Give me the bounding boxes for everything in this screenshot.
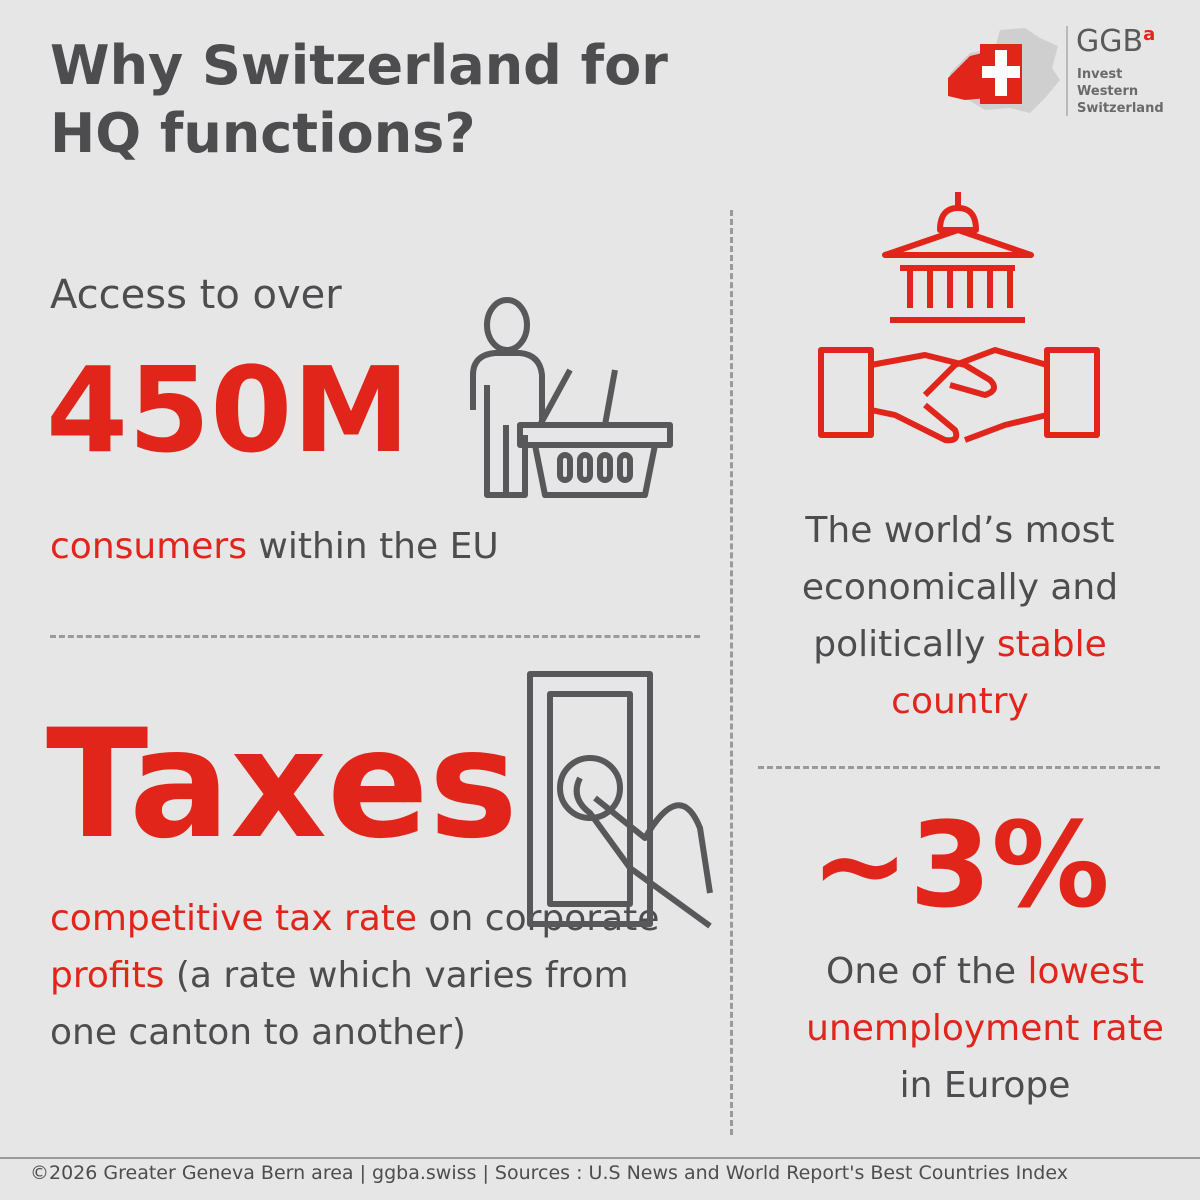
intro: Access to over [50,272,342,318]
accent-text: lowest unemployment rate [806,951,1164,1049]
accent-text: stable country [891,624,1119,722]
caption: One of the lowest unemployment rate in E… [790,943,1180,1114]
caption: The world’s most economically and politi… [780,502,1140,730]
logo-name: GGBa [1076,24,1155,59]
stability-icon [818,192,1100,444]
footer: ©2026 Greater Geneva Bern area | ggba.sw… [30,1162,1068,1184]
caption: consumers within the EU [50,518,690,575]
logo-text: GGB [1076,24,1144,59]
headline: Taxes [46,698,518,872]
body-text: (a rate which varies from one canton to … [50,955,641,1053]
divider [50,635,700,638]
tagline-line: Invest [1077,67,1123,82]
logo-superscript: a [1143,24,1156,45]
tagline-line: Switzerland [1077,101,1164,116]
logo-tagline: Invest Western Switzerland [1077,66,1164,117]
shopper-icon [470,297,673,498]
accent-text: profits [50,955,165,996]
accent-text: competitive tax rate [50,898,418,939]
headline: ~3% [810,796,1110,934]
divider [730,210,733,1135]
logo [948,26,1068,116]
body-text: within the EU [246,526,499,567]
body-text: One of the [826,951,1028,992]
money-icon [527,671,713,929]
body-text: in Europe [899,1008,1176,1106]
accent-text: consumers [50,526,247,567]
tagline-line: Western [1077,84,1139,99]
footer-rule [0,1157,1200,1159]
divider [758,766,1160,769]
title: Why Switzerland for HQ functions? [50,34,668,165]
body-text: The world’s most economically and politi… [801,510,1130,665]
headline: 450M [46,341,410,479]
caption: competitive tax rate on corporate profit… [50,890,660,1061]
